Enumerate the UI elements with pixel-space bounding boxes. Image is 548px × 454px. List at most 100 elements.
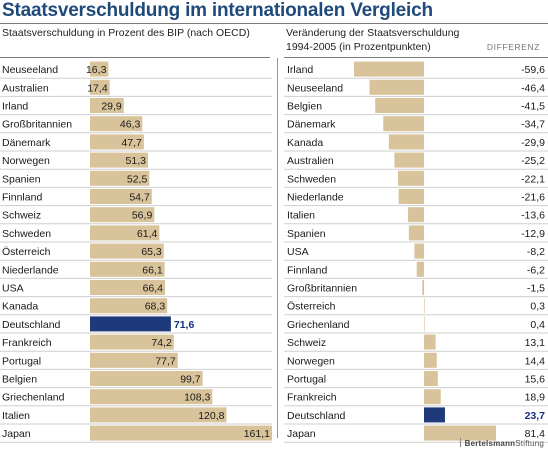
bar-right-kanada xyxy=(388,134,424,150)
value-label-left-japan: 161,1 xyxy=(244,428,270,440)
value-label-left-deutschland: 71,6 xyxy=(174,319,195,331)
value-label-right-niederlande: -21,6 xyxy=(521,192,545,204)
bar-left-griechenland xyxy=(90,389,213,405)
category-label-left-norwegen: Norwegen xyxy=(2,155,50,167)
bar-left-schweiz xyxy=(90,207,155,223)
bar-left-oesterreich xyxy=(90,243,164,259)
footer-brand-rest: Stiftung xyxy=(515,439,544,448)
header-rule-right xyxy=(284,57,548,58)
right-subtitle-line-1: Veränderung der Staatsverschuldung xyxy=(286,27,460,39)
bar-left-deutschland xyxy=(90,316,171,332)
category-label-right-irland: Irland xyxy=(287,64,313,76)
category-label-right-daenemark: Dänemark xyxy=(287,119,336,131)
category-label-right-usa: USA xyxy=(287,246,309,258)
value-label-right-deutschland: 23,7 xyxy=(525,410,546,422)
value-label-left-belgien: 99,7 xyxy=(180,374,201,386)
category-label-left-neuseeland: Neuseeland xyxy=(2,64,58,76)
panel-separator xyxy=(277,58,278,438)
bar-right-italien xyxy=(408,207,424,223)
value-label-right-schweden: -22,1 xyxy=(521,173,545,185)
category-label-left-schweiz: Schweiz xyxy=(2,210,41,222)
value-label-right-griechenland: 0,4 xyxy=(530,319,545,331)
bar-left-finnland xyxy=(90,189,152,204)
bar-left-kanada xyxy=(90,298,168,314)
bar-right-finnland xyxy=(416,261,424,277)
differenz-column-header: DIFFERENZ xyxy=(486,42,540,52)
value-label-right-belgien: -41,5 xyxy=(521,101,545,113)
value-label-left-irland: 29,9 xyxy=(101,101,122,113)
title-rule xyxy=(0,23,548,24)
value-label-right-grossbritannien: -1,5 xyxy=(527,283,545,295)
category-label-right-oesterreich: Österreich xyxy=(287,301,336,313)
value-label-right-portugal: 15,6 xyxy=(525,374,546,386)
category-label-right-australien: Australien xyxy=(287,155,334,167)
bar-left-italien xyxy=(90,407,227,423)
value-label-left-australien: 17,4 xyxy=(87,82,108,94)
bar-right-portugal xyxy=(424,371,438,386)
category-label-left-niederlande: Niederlande xyxy=(2,264,59,276)
value-label-left-oesterreich: 65,3 xyxy=(141,246,162,258)
value-label-right-oesterreich: 0,3 xyxy=(530,301,545,313)
category-label-left-finnland: Finnland xyxy=(2,192,42,204)
bar-right-spanien xyxy=(408,225,424,241)
category-label-right-schweden: Schweden xyxy=(287,173,336,185)
value-label-left-kanada: 68,3 xyxy=(145,301,166,313)
category-label-right-schweiz: Schweiz xyxy=(287,337,326,349)
value-label-left-niederlande: 66,1 xyxy=(142,264,163,276)
bar-right-usa xyxy=(414,243,424,259)
value-label-right-kanada: -29,9 xyxy=(521,137,545,149)
category-label-left-schweden: Schweden xyxy=(2,228,51,240)
category-label-right-belgien: Belgien xyxy=(287,101,322,113)
value-label-left-norwegen: 51,3 xyxy=(126,155,147,167)
bar-left-norwegen xyxy=(90,152,148,168)
value-label-left-schweden: 61,4 xyxy=(137,228,158,240)
value-label-right-norwegen: 14,4 xyxy=(525,355,546,367)
value-label-left-frankreich: 74,2 xyxy=(151,337,172,349)
category-label-right-kanada: Kanada xyxy=(287,137,323,149)
category-label-left-portugal: Portugal xyxy=(2,355,41,367)
category-label-left-belgien: Belgien xyxy=(2,374,37,386)
value-label-right-italien: -13,6 xyxy=(521,210,545,222)
category-label-left-oesterreich: Österreich xyxy=(2,246,51,258)
value-label-left-finnland: 54,7 xyxy=(129,192,150,204)
bar-right-japan xyxy=(424,425,496,441)
bar-left-daenemark xyxy=(90,134,144,150)
category-label-left-frankreich: Frankreich xyxy=(2,337,52,349)
category-label-right-niederlande: Niederlande xyxy=(287,192,344,204)
bar-right-daenemark xyxy=(383,116,424,132)
category-label-right-italien: Italien xyxy=(287,210,315,222)
left-subtitle: Staatsverschuldung in Prozent des BIP (n… xyxy=(2,27,250,39)
category-label-right-grossbritannien: Großbritannien xyxy=(287,283,357,295)
bar-right-schweiz xyxy=(424,334,436,350)
bar-left-portugal xyxy=(90,352,178,368)
bar-right-belgien xyxy=(375,98,424,113)
value-label-left-griechenland: 108,3 xyxy=(184,392,210,404)
bar-left-belgien xyxy=(90,371,203,386)
category-label-left-grossbritannien: Großbritannien xyxy=(2,119,72,131)
value-label-right-finnland: -6,2 xyxy=(527,264,545,276)
bar-right-oesterreich xyxy=(424,298,425,314)
value-label-right-spanien: -12,9 xyxy=(521,228,545,240)
category-label-right-japan: Japan xyxy=(287,428,316,440)
value-label-left-italien: 120,8 xyxy=(198,410,224,422)
value-label-right-frankreich: 18,9 xyxy=(525,392,546,404)
right-subtitle-line-2: 1994-2005 (in Prozentpunkten) xyxy=(286,41,431,53)
category-label-left-italien: Italien xyxy=(2,410,30,422)
bar-right-grossbritannien xyxy=(422,280,424,295)
category-label-left-australien: Australien xyxy=(2,82,49,94)
category-label-right-deutschland: Deutschland xyxy=(287,410,346,422)
category-label-right-griechenland: Griechenland xyxy=(287,319,350,331)
category-label-left-irland: Irland xyxy=(2,101,28,113)
bar-left-japan xyxy=(90,425,272,441)
category-label-left-kanada: Kanada xyxy=(2,301,38,313)
category-label-left-deutschland: Deutschland xyxy=(2,319,61,331)
bar-right-norwegen xyxy=(424,352,437,368)
bar-right-frankreich xyxy=(424,389,441,405)
bar-left-irland xyxy=(90,98,124,113)
bar-left-neuseeland xyxy=(90,61,109,77)
value-label-right-australien: -25,2 xyxy=(521,155,545,167)
category-label-right-portugal: Portugal xyxy=(287,374,326,386)
value-label-left-schweiz: 56,9 xyxy=(132,210,153,222)
category-label-right-neuseeland: Neuseeland xyxy=(287,82,343,94)
